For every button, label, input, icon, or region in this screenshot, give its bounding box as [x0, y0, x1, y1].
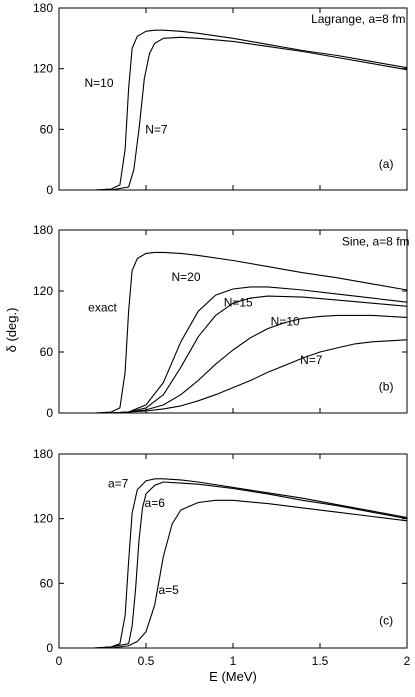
panel-c-series-a-7-line [93, 478, 408, 649]
panel-c-annotation: a=5 [158, 583, 179, 597]
panel-a: 0 60 120 180 Lagrange, a=8 fm N=10 N=7 (a) [33, 1, 408, 197]
panel-c-y-tick-label: 120 [33, 512, 53, 526]
y-axis-title: δ (deg.) [4, 308, 19, 353]
panel-c-annotation: a=6 [145, 496, 166, 510]
panel-c-x-tick-label: 1 [230, 654, 237, 668]
panel-c-annotation: a=7 [108, 476, 129, 490]
panel-b-annotation: N=20 [172, 270, 201, 284]
panel-b-annotation: exact [88, 300, 117, 314]
panel-c: 0 0.5 1 1.5 2 0 60 120 180 a=7 a=6 a=5 (c) [33, 447, 411, 668]
panel-a-y-tick-label: 0 [46, 183, 53, 197]
panel-b-annotation: Sine, a=8 fm [342, 234, 410, 248]
panel-b-y-tick-label: 180 [33, 223, 53, 237]
panel-b-series-n-7-line [111, 339, 408, 414]
panel-b-y-tick-label: 0 [46, 406, 53, 420]
panel-b-frame [58, 229, 408, 414]
panel-b: 0 60 120 180 Sine, a=8 fm exact N=20 N=15 N=10 N=… [33, 223, 410, 420]
panel-a-y-tick-label: 120 [33, 62, 53, 76]
panel-c-series-a-5-line [93, 499, 408, 649]
panel-a-annotation: (a) [379, 157, 394, 171]
panel-c-annotation: (c) [379, 613, 393, 627]
panel-c-y-tick-label: 180 [33, 447, 53, 461]
panel-b-series-n-20-line [111, 286, 408, 414]
panel-a-annotation: N=7 [145, 122, 168, 136]
panel-a-series-n-7-line [93, 36, 408, 191]
panel-b-annotation: N=10 [271, 315, 300, 329]
panel-b-series-n-10-line [111, 314, 408, 414]
panel-b-annotation: N=15 [224, 295, 253, 309]
panel-b-y-tick-label: 60 [40, 345, 54, 359]
panel-a-annotation: Lagrange, a=8 fm [311, 12, 405, 26]
panel-b-series-exact-line [93, 251, 408, 414]
x-axis-title: E (MeV) [209, 669, 257, 684]
panel-a-series-n-10-line [93, 29, 408, 191]
panel-b-annotation: N=7 [300, 353, 323, 367]
panel-a-frame [58, 7, 408, 191]
panel-b-series-n-15-line [111, 295, 408, 414]
panel-c-y-tick-label: 60 [40, 576, 54, 590]
panel-c-y-tick-label: 0 [46, 641, 53, 655]
panel-c-x-tick-label: 0 [56, 654, 63, 668]
panel-c-x-tick-label: 2 [404, 654, 411, 668]
panel-b-y-tick-label: 120 [33, 284, 53, 298]
panel-a-y-tick-label: 60 [40, 122, 54, 136]
panel-a-annotation: N=10 [85, 76, 114, 90]
panel-c-series-a-6-line [93, 481, 408, 649]
panel-b-annotation: (b) [379, 380, 394, 394]
panel-a-y-tick-label: 180 [33, 1, 53, 15]
panel-c-x-tick-label: 0.5 [138, 654, 155, 668]
panel-c-x-tick-label: 1.5 [312, 654, 329, 668]
